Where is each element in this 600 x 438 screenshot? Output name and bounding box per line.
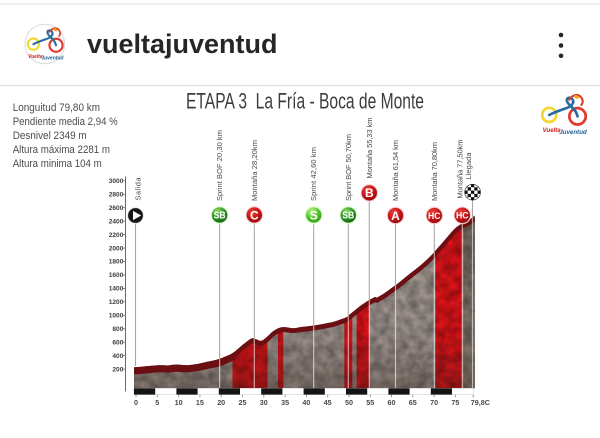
svg-text:2400: 2400 [109, 218, 124, 225]
svg-text:Pendiente media 2,94 %: Pendiente media 2,94 % [13, 116, 118, 128]
svg-text:75: 75 [451, 398, 459, 407]
svg-text:15: 15 [196, 398, 204, 407]
svg-text:HC: HC [456, 211, 469, 221]
svg-text:Sprint BOF 20,30 km: Sprint BOF 20,30 km [215, 130, 224, 201]
svg-text:Montaña 61,54 km: Montaña 61,54 km [391, 140, 400, 201]
svg-text:600: 600 [112, 339, 123, 346]
svg-text:200: 200 [112, 366, 123, 373]
svg-text:Sprint 42,60 km: Sprint 42,60 km [309, 147, 318, 201]
svg-text:3000: 3000 [109, 178, 124, 185]
svg-text:2800: 2800 [109, 191, 124, 198]
svg-text:60: 60 [388, 398, 396, 407]
svg-text:800: 800 [112, 326, 123, 333]
svg-text:Montaña 55,33 km: Montaña 55,33 km [365, 118, 374, 179]
svg-text:A: A [391, 209, 400, 223]
svg-text:65: 65 [409, 398, 417, 407]
svg-text:50: 50 [345, 398, 353, 407]
svg-text:SB: SB [214, 211, 226, 222]
svg-text:0: 0 [134, 398, 138, 407]
svg-text:Altura máxima 2281 m: Altura máxima 2281 m [13, 144, 110, 156]
svg-text:40: 40 [302, 398, 310, 407]
svg-text:2600: 2600 [109, 205, 124, 212]
svg-text:55: 55 [366, 398, 374, 407]
svg-text:70: 70 [430, 398, 438, 407]
svg-text:79,8C: 79,8C [471, 398, 490, 407]
svg-text:2200: 2200 [109, 232, 124, 239]
svg-text:Montaña 77,50km: Montaña 77,50km [456, 140, 465, 199]
svg-text:Sprint BOF 50,70km: Sprint BOF 50,70km [344, 134, 353, 201]
svg-text:S: S [310, 208, 318, 222]
svg-text:Longuitud 79,80 km: Longuitud 79,80 km [13, 102, 100, 114]
svg-text:Salida: Salida [134, 177, 143, 201]
svg-text:400: 400 [112, 353, 123, 360]
svg-text:ETAPA 3 La Fría - Boca de Mon: ETAPA 3 La Fría - Boca de Monte [186, 89, 424, 114]
svg-text:Altura minima 104 m: Altura minima 104 m [13, 158, 102, 170]
svg-text:1000: 1000 [109, 313, 124, 320]
svg-text:30: 30 [260, 398, 268, 407]
svg-text:35: 35 [281, 398, 289, 407]
svg-text:SB: SB [342, 211, 354, 222]
svg-text:1400: 1400 [109, 286, 124, 293]
svg-text:Llegada: Llegada [464, 152, 473, 180]
svg-text:B: B [365, 186, 374, 200]
svg-text:HC: HC [428, 211, 441, 221]
svg-text:5: 5 [155, 398, 159, 407]
svg-text:10: 10 [175, 398, 183, 407]
svg-text:Montaña 28,20km: Montaña 28,20km [250, 140, 259, 201]
svg-text:25: 25 [239, 398, 247, 407]
svg-text:2000: 2000 [109, 245, 124, 252]
svg-text:45: 45 [324, 398, 332, 407]
svg-text:1800: 1800 [109, 259, 124, 266]
svg-text:Desnivel 2349 m: Desnivel 2349 m [13, 130, 87, 142]
svg-text:1200: 1200 [109, 299, 124, 306]
svg-text:vueltajuventud: vueltajuventud [87, 29, 278, 59]
svg-text:Montaña 70,80km: Montaña 70,80km [430, 142, 439, 201]
svg-text:1600: 1600 [109, 272, 124, 279]
svg-text:20: 20 [217, 398, 225, 407]
svg-text:C: C [250, 208, 259, 222]
